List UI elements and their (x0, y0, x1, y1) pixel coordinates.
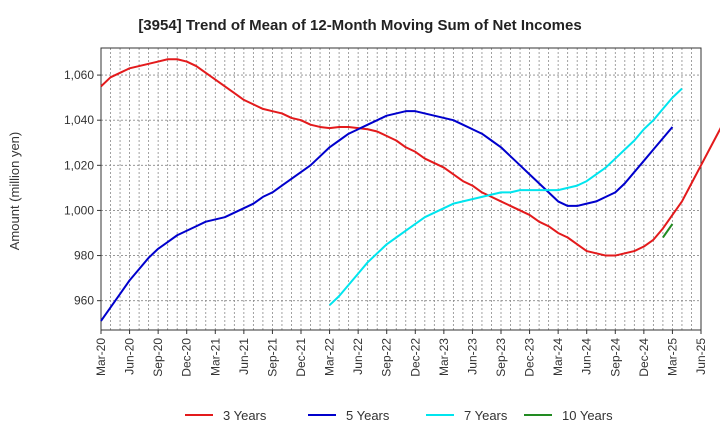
grid-lines (101, 48, 701, 330)
x-tick-label: Dec-20 (180, 338, 194, 377)
y-axis-label: Amount (million yen) (7, 132, 22, 251)
y-tick-label: 1,060 (64, 68, 94, 82)
y-axis-ticks: 960 980 1,000 1,020 1,040 1,060 (64, 68, 101, 308)
x-tick-label: Dec-24 (637, 338, 651, 377)
series-lines (100, 58, 720, 322)
x-tick-label: Mar-22 (323, 338, 337, 376)
y-tick-label: 980 (74, 249, 94, 263)
x-tick-label: Jun-20 (123, 338, 137, 375)
x-tick-label: Sep-20 (151, 338, 165, 377)
x-tick-label: Mar-20 (94, 338, 108, 376)
y-tick-label: 1,020 (64, 158, 94, 172)
x-tick-label: Dec-23 (523, 338, 537, 377)
x-tick-label: Jun-25 (694, 338, 708, 375)
series-line-10-years (662, 223, 674, 239)
y-tick-label: 960 (74, 294, 94, 308)
x-tick-label: Sep-22 (380, 338, 394, 377)
x-tick-label: Jun-21 (237, 338, 251, 375)
legend-label: 10 Years (562, 408, 613, 423)
x-tick-label: Mar-21 (208, 338, 222, 376)
series-line-5-years (100, 110, 674, 322)
plot-area-border (100, 47, 702, 331)
x-axis-ticks: Mar-20 Jun-20 Sep-20 Dec-20 Mar-21 Jun-21 Sep-… (94, 330, 708, 377)
legend: 3 Years 5 Years 7 Years 10 Years (185, 408, 613, 423)
x-tick-label: Mar-23 (437, 338, 451, 376)
x-tick-label: Dec-22 (408, 338, 422, 377)
series-line-7-years (328, 87, 683, 306)
legend-label: 7 Years (464, 408, 508, 423)
x-tick-label: Mar-24 (551, 338, 565, 376)
y-tick-label: 1,000 (64, 203, 94, 217)
chart-title: [3954] Trend of Mean of 12-Month Moving … (138, 17, 581, 34)
x-tick-label: Dec-21 (294, 338, 308, 377)
x-tick-label: Sep-23 (494, 338, 508, 377)
x-tick-label: Jun-24 (580, 338, 594, 375)
x-tick-label: Jun-22 (351, 338, 365, 375)
x-tick-label: Jun-23 (465, 338, 479, 375)
series-line-3-years (100, 58, 720, 257)
legend-label: 5 Years (346, 408, 390, 423)
legend-label: 3 Years (223, 408, 267, 423)
x-tick-label: Mar-25 (665, 338, 679, 376)
y-tick-label: 1,040 (64, 113, 94, 127)
x-tick-label: Sep-21 (265, 338, 279, 377)
x-tick-label: Sep-24 (608, 338, 622, 377)
